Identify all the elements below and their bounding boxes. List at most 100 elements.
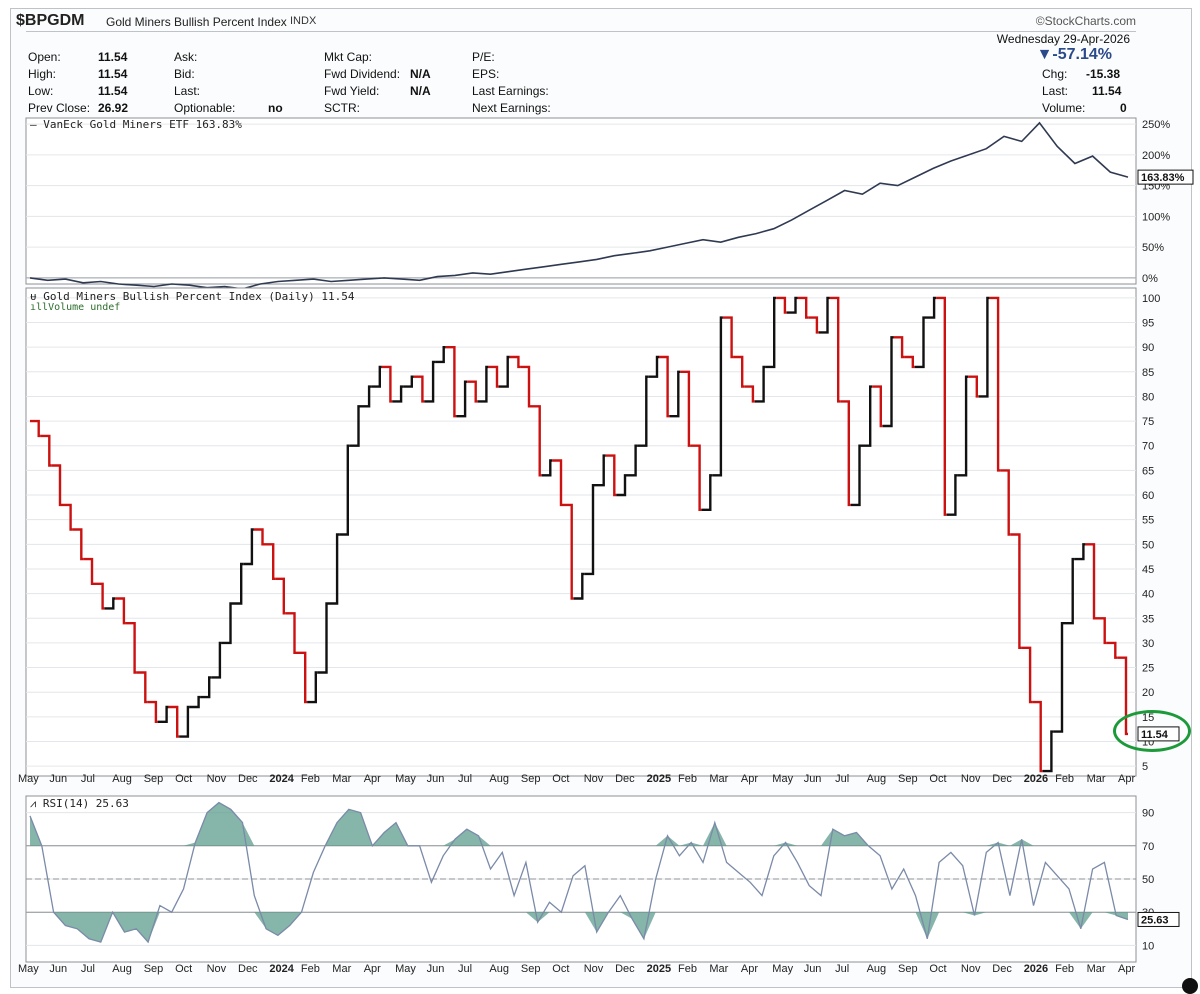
bpi-step-segment: [722, 316, 734, 359]
bpi-step-segment: [957, 375, 969, 477]
x-tick-label: Dec: [238, 773, 258, 785]
etf-panel: 250%200%150%100%50%0%163.83%: [25, 117, 1194, 290]
x-tick-label: Nov: [207, 773, 227, 785]
date: Wednesday 29-Apr-2026: [996, 32, 1130, 46]
last-label: Last:: [174, 84, 201, 98]
bpi-step-segment: [477, 365, 489, 403]
bpi-step-segment: [797, 296, 809, 319]
rsi-legend-text: RSI(14) 25.63: [42, 797, 129, 810]
bpi-step-segment: [1032, 700, 1043, 773]
x-tick-label: Nov: [207, 963, 227, 975]
main-y-tick-label: 75: [1142, 416, 1154, 428]
bpi-step-segment: [467, 380, 478, 403]
main-y-tick-label: 70: [1142, 441, 1154, 453]
x-tick-label: Feb: [1055, 963, 1074, 975]
bpi-step-segment: [296, 651, 308, 704]
x-tick-label: Nov: [961, 963, 981, 975]
bpi-step-segment: [914, 316, 926, 369]
main-y-tick-label: 50: [1142, 539, 1154, 551]
open-label: Open:: [28, 50, 61, 64]
rsi-y-tick-label: 50: [1142, 874, 1154, 886]
volume-label: Volume:: [1042, 101, 1086, 115]
bpi-step-segment: [1096, 617, 1107, 645]
bpi-step-segment: [136, 671, 148, 704]
main-y-tick-label: 100: [1142, 293, 1160, 305]
volume-value: 0: [1120, 101, 1127, 115]
main-y-tick-label: 80: [1142, 391, 1154, 403]
x-tick-label: Jun: [427, 773, 445, 785]
x-tick-label: Feb: [301, 963, 320, 975]
bpi-step-segment: [520, 365, 531, 408]
x-tick-label: Dec: [615, 773, 635, 785]
exchange: INDX: [290, 15, 317, 27]
x-tick-label: 2025: [647, 963, 671, 975]
bpi-step-segment: [1000, 469, 1011, 536]
bpi-step-segment: [275, 577, 286, 615]
last-earnings-label: Last Earnings:: [472, 84, 549, 98]
bpi-step-segment: [690, 444, 702, 511]
etf-legend: — VanEck Gold Miners ETF 163.83%: [30, 118, 242, 131]
bpi-step-segment: [1053, 622, 1064, 733]
bpi-step-segment: [541, 459, 553, 477]
rsi-last-value-label: 25.63: [1141, 914, 1169, 926]
bpi-step-segment: [392, 385, 404, 403]
bpi-step-segment: [584, 484, 595, 576]
x-tick-label: Apr: [364, 963, 381, 975]
bpi-step-segment: [424, 360, 436, 403]
main-legend-text: Gold Miners Bullish Percent Index (Daily…: [43, 290, 355, 303]
x-tick-label: Sep: [144, 963, 164, 975]
x-tick-label: Mar: [332, 963, 351, 975]
bpi-step-segment: [40, 434, 52, 467]
bpi-step-segment: [339, 444, 350, 536]
main-plot-frame: [25, 287, 1137, 777]
main-y-tick-label: 5: [1142, 761, 1148, 773]
rsi-y-tick-label: 10: [1142, 940, 1154, 952]
x-tick-label: Jun: [804, 773, 822, 785]
main-y-tick-label: 20: [1142, 687, 1154, 699]
eps-label: EPS:: [472, 67, 500, 81]
x-tick-label: Sep: [898, 773, 918, 785]
etf-last-value-box: [1137, 169, 1194, 185]
rsi-y-tick-label: 70: [1142, 841, 1154, 853]
x-tick-label: Apr: [364, 773, 381, 785]
bpi-step-segment: [232, 562, 244, 605]
bpi-step-segment: [317, 602, 329, 674]
bpi-step-segment: [413, 375, 425, 403]
high-label: High:: [28, 67, 57, 81]
bpi-step-segment: [200, 676, 212, 699]
x-tick-label: 2024: [269, 963, 294, 975]
last2-label: Last:: [1042, 84, 1069, 98]
bpi-step-segment: [818, 296, 830, 334]
bpi-step-segment: [786, 296, 798, 314]
x-tick-label: Mar: [1087, 963, 1106, 975]
etf-series-line: [29, 121, 1129, 290]
x-tick-label: Jun: [49, 773, 67, 785]
x-tick-label: Oct: [929, 963, 946, 975]
x-tick-label: Apr: [1118, 963, 1135, 975]
x-tick-label: 2024: [269, 773, 294, 785]
x-tick-label: Nov: [584, 773, 604, 785]
x-tick-label: Aug: [867, 963, 887, 975]
bpi-step-segment: [733, 355, 745, 388]
rsi-oversold-fill: [30, 912, 1128, 943]
chg-value: -15.38: [1086, 67, 1121, 81]
x-tick-label: May: [395, 773, 416, 785]
bpi-step-segment: [893, 336, 905, 359]
x-tick-label: Mar: [709, 773, 728, 785]
header-divider: [26, 31, 1136, 32]
high-value: 11.54: [98, 67, 128, 81]
bpi-step-segment: [872, 385, 883, 428]
bpi-step-segment: [94, 582, 105, 610]
x-tick-label: Aug: [112, 963, 132, 975]
bpi-step-segment: [403, 375, 414, 388]
x-tick-label: Jun: [49, 963, 67, 975]
etf-last-value-label: 163.83%: [1141, 172, 1185, 184]
x-axes: May Jun Jul Aug Sep Oct Nov Dec 2024 Feb Mar Apr May…: [18, 773, 1135, 975]
bpi-step-segment: [744, 385, 755, 403]
x-tick-label: Feb: [301, 773, 320, 785]
low-label: Low:: [28, 84, 54, 98]
main-y-tick-label: 55: [1142, 515, 1154, 527]
bid-label: Bid:: [174, 67, 195, 81]
x-tick-label: Feb: [1055, 773, 1074, 785]
